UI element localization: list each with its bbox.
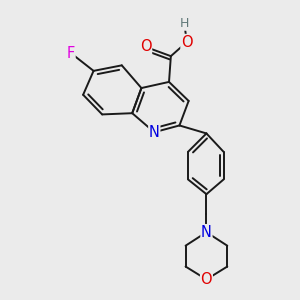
Text: N: N bbox=[149, 125, 160, 140]
Text: O: O bbox=[181, 34, 193, 50]
Text: O: O bbox=[201, 272, 212, 287]
Text: H: H bbox=[180, 17, 189, 30]
Text: O: O bbox=[140, 39, 152, 54]
Text: N: N bbox=[201, 225, 212, 240]
Text: F: F bbox=[67, 46, 75, 61]
